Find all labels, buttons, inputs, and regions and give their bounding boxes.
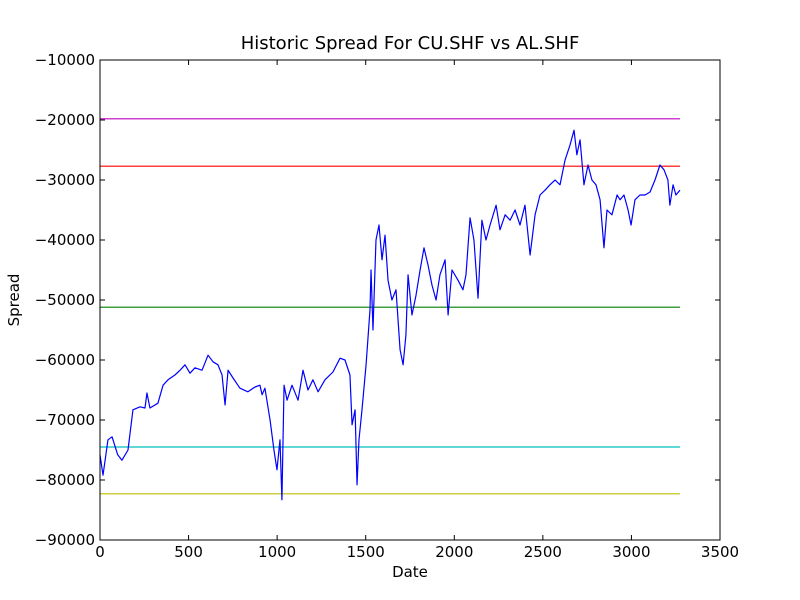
y-tick-label: −80000 xyxy=(35,471,95,489)
y-tick-label: −30000 xyxy=(35,171,95,189)
y-tick-label: −50000 xyxy=(35,291,95,309)
x-tick-label: 2000 xyxy=(435,543,473,561)
y-tick-label: −70000 xyxy=(35,411,95,429)
x-axis-label: Date xyxy=(392,563,428,581)
x-tick-label: 2500 xyxy=(524,543,562,561)
x-tick-label: 1500 xyxy=(347,543,385,561)
y-tick-label: −10000 xyxy=(35,51,95,69)
y-tick-label: −60000 xyxy=(35,351,95,369)
y-tick-label: −90000 xyxy=(35,531,95,549)
x-tick-label: 1000 xyxy=(258,543,296,561)
plot-frame xyxy=(99,59,721,541)
y-axis-label: Spread xyxy=(5,274,23,327)
chart-title: Historic Spread For CU.SHF vs AL.SHF xyxy=(241,33,580,54)
x-tick-label: 3500 xyxy=(701,543,739,561)
spread-line xyxy=(99,129,681,501)
x-tick-label: 0 xyxy=(95,543,105,561)
y-tick-label: −20000 xyxy=(35,111,95,129)
x-tick-label: 500 xyxy=(174,543,203,561)
x-tick-label: 3000 xyxy=(612,543,650,561)
y-tick-label: −40000 xyxy=(35,231,95,249)
